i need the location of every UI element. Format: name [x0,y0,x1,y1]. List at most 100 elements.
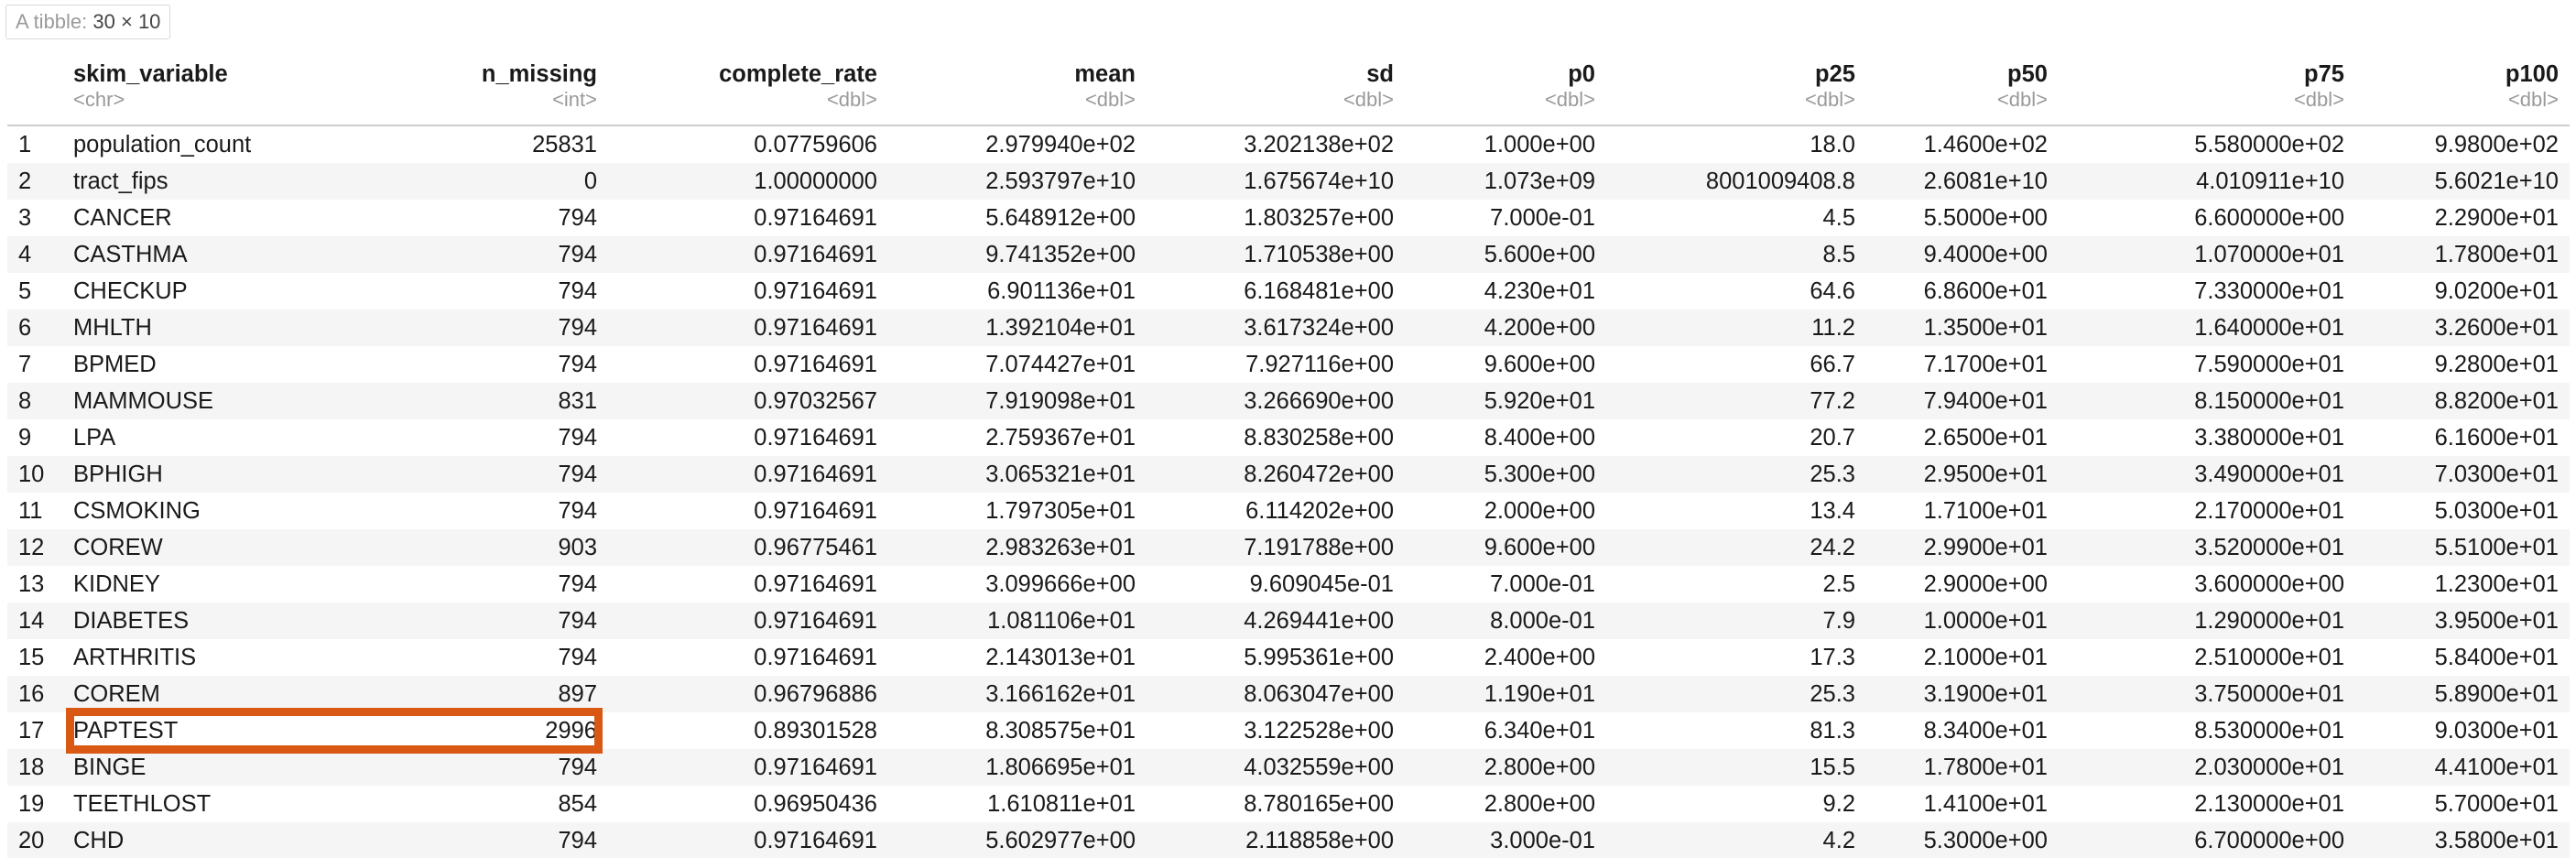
cell-skim-variable: CHD [62,822,337,858]
cell-p25: 11.2 [1606,310,1866,346]
cell-p0: 5.600e+00 [1405,236,1606,273]
cell-p25: 7.9 [1606,603,1866,639]
cell-n-missing: 794 [558,352,597,377]
cell-skim-variable: PAPTEST [73,718,179,744]
cell-p0: 6.340e+01 [1484,718,1595,744]
cell-mean: 6.901136e+01 [987,278,1136,304]
table-row: 12 COREW 903 0.96775461 2.983263e+01 7.191788… [7,529,2570,566]
column-header-p75: p75 <dbl> [2059,57,2355,126]
cell-p0: 8.000e-01 [1405,603,1606,639]
cell-p50: 6.8600e+01 [1923,278,2048,304]
cell-n-missing: 794 [558,205,597,231]
cell-sd: 7.191788e+00 [1147,529,1405,566]
column-header-skim-variable: skim_variable <chr> [62,57,337,126]
cell-p50: 2.6081e+10 [1866,163,2059,200]
cell-p0: 1.000e+00 [1484,132,1595,157]
cell-p75: 7.590000e+01 [2194,352,2344,377]
row-index: 8 [7,383,62,419]
cell-sd: 8.830258e+00 [1244,425,1394,451]
cell-skim-variable: ARTHRITIS [73,645,197,670]
cell-p75: 8.150000e+01 [2059,383,2355,419]
row-index: 17 [18,718,45,744]
cell-mean: 3.065321e+01 [888,456,1147,493]
cell-skim-variable: tract_fips [62,163,337,200]
cell-p25: 77.2 [1606,383,1866,419]
cell-p75: 1.640000e+01 [2059,310,2355,346]
cell-p0: 8.400e+00 [1484,425,1595,451]
cell-n-missing: 794 [558,278,597,304]
column-header-mean: mean <dbl> [888,57,1147,126]
cell-skim-variable: CSMOKING [73,498,201,524]
table-row: 13 KIDNEY 794 0.97164691 3.099666e+00 9.60904… [7,566,2570,603]
row-index: 5 [18,278,32,304]
cell-p100: 5.8900e+01 [2355,676,2570,712]
cell-mean: 5.602977e+00 [888,822,1147,858]
column-name: n_missing [481,61,597,87]
cell-p25: 66.7 [1810,352,1855,377]
column-type: <chr> [73,88,125,111]
cell-p75: 3.520000e+01 [2059,529,2355,566]
cell-p25: 25.3 [1606,676,1866,712]
column-name: p25 [1815,61,1855,87]
table-row: 7 BPMED 794 0.97164691 7.074427e+01 7.927116e… [7,346,2570,383]
cell-p75: 6.600000e+00 [2194,205,2344,231]
cell-complete-rate: 0.97164691 [754,205,877,231]
cell-complete-rate: 0.97164691 [608,310,888,346]
cell-complete-rate: 0.97164691 [608,822,888,858]
cell-p50: 1.3500e+01 [1866,310,2059,346]
cell-p100: 9.9800e+02 [2434,132,2559,157]
cell-p25: 64.6 [1810,278,1855,304]
column-header-p50: p50 <dbl> [1866,57,2059,126]
cell-p0: 2.000e+00 [1484,498,1595,524]
cell-n-missing: 2996 [545,718,597,744]
cell-p50: 1.4100e+01 [1923,791,2048,817]
cell-complete-rate: 0.89301528 [754,718,877,744]
column-type: <dbl> [1544,88,1595,111]
cell-p75: 3.750000e+01 [2059,676,2355,712]
cell-p100: 9.0200e+01 [2434,278,2559,304]
cell-complete-rate: 0.97164691 [754,425,877,451]
cell-skim-variable: COREM [62,676,337,712]
cell-p0: 2.800e+00 [1484,791,1595,817]
cell-skim-variable: MHLTH [62,310,337,346]
cell-sd: 3.202138e+02 [1244,132,1394,157]
cell-p25: 2.5 [1822,571,1855,597]
cell-skim-variable: BPMED [73,352,157,377]
cell-p100: 3.5800e+01 [2355,822,2570,858]
cell-p75: 2.510000e+01 [2194,645,2344,670]
table-row: 17 PAPTEST 2996 0.89301528 8.308575e+01 3.122… [7,712,2570,749]
cell-p25: 17.3 [1810,645,1855,670]
cell-sd: 4.032559e+00 [1147,749,1405,786]
cell-complete-rate: 0.96950436 [754,791,877,817]
cell-complete-rate: 0.07759606 [754,132,877,157]
cell-p50: 1.4600e+02 [1923,132,2048,157]
cell-p100: 5.6021e+10 [2355,163,2570,200]
table-row: 6 MHLTH 794 0.97164691 1.392104e+01 3.617324e… [7,310,2570,346]
cell-sd: 6.168481e+00 [1244,278,1394,304]
column-type: <dbl> [1996,88,2048,111]
cell-n-missing: 854 [558,791,597,817]
column-header-complete-rate: complete_rate <dbl> [608,57,888,126]
column-name: skim_variable [73,61,228,87]
cell-p100: 7.0300e+01 [2355,456,2570,493]
cell-sd: 3.617324e+00 [1147,310,1405,346]
cell-skim-variable: BINGE [62,749,337,786]
cell-mean: 3.099666e+00 [985,571,1136,597]
cell-skim-variable: CANCER [73,205,172,231]
tibble-table: skim_variable <chr> n_missing <int> complete… [7,57,2570,858]
cell-p50: 8.3400e+01 [1923,718,2048,744]
cell-mean: 5.648912e+00 [985,205,1136,231]
row-index: 19 [18,791,45,817]
cell-sd: 4.269441e+00 [1147,603,1405,639]
row-index: 12 [7,529,62,566]
table-row: 8 MAMMOUSE 831 0.97032567 7.919098e+01 3.2666… [7,383,2570,419]
cell-p100: 2.2900e+01 [2434,205,2559,231]
cell-p50: 2.6500e+01 [1923,425,2048,451]
cell-sd: 5.995361e+00 [1244,645,1394,670]
cell-p50: 5.5000e+00 [1923,205,2048,231]
cell-p25: 15.5 [1606,749,1866,786]
table-row: 11 CSMOKING 794 0.97164691 1.797305e+01 6.114… [7,493,2570,529]
cell-mean: 2.983263e+01 [888,529,1147,566]
cell-p25: 13.4 [1810,498,1855,524]
